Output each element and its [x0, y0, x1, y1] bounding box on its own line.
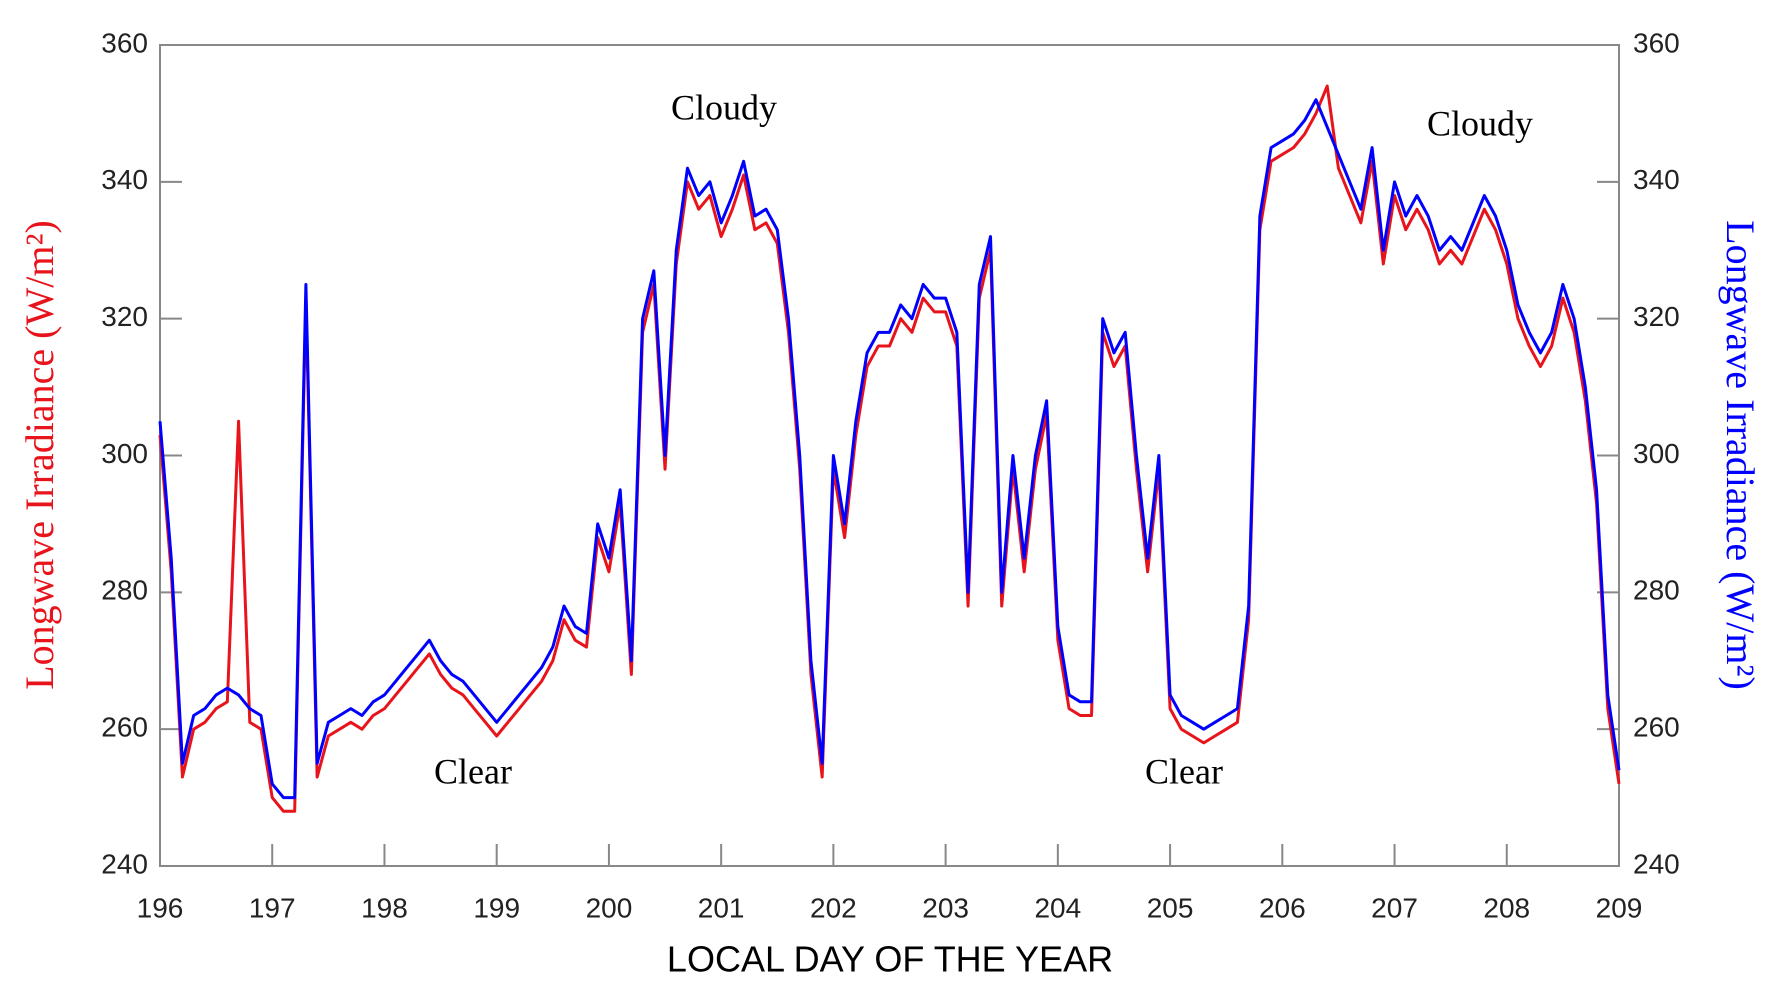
x-tick-label: 200 [586, 892, 633, 923]
y-tick-label: 240 [101, 848, 148, 879]
x-axis-label: LOCAL DAY OF THE YEAR [667, 939, 1113, 980]
x-tick-label: 208 [1483, 892, 1530, 923]
x-tick-label: 209 [1596, 892, 1643, 923]
annotation: Cloudy [1427, 103, 1533, 143]
y-tick-label: 360 [101, 27, 148, 58]
x-tick-label: 202 [810, 892, 857, 923]
x-tick-label: 204 [1034, 892, 1081, 923]
y-tick-label: 280 [101, 575, 148, 606]
y2-tick-label: 300 [1633, 438, 1680, 469]
y2-axis-label: Longwave Irradiance (W/m²) [1718, 220, 1763, 690]
x-tick-label: 203 [922, 892, 969, 923]
annotation: Cloudy [671, 87, 777, 127]
y-axis-label: Longwave Irradiance (W/m²) [17, 220, 62, 690]
y-tick-label: 260 [101, 712, 148, 743]
x-tick-label: 207 [1371, 892, 1418, 923]
y2-tick-label: 240 [1633, 848, 1680, 879]
y2-tick-label: 320 [1633, 301, 1680, 332]
x-tick-label: 198 [361, 892, 408, 923]
series-line [158, 98, 1621, 800]
y2-tick-label: 340 [1633, 164, 1680, 195]
y-tick-label: 300 [101, 438, 148, 469]
x-tick-label: 206 [1259, 892, 1306, 923]
x-tick-label: 201 [698, 892, 745, 923]
y-tick-label: 320 [101, 301, 148, 332]
y-tick-label: 340 [101, 164, 148, 195]
x-tick-label: 205 [1147, 892, 1194, 923]
x-tick-label: 197 [249, 892, 296, 923]
y2-tick-label: 280 [1633, 575, 1680, 606]
y2-tick-label: 360 [1633, 27, 1680, 58]
y2-tick-label: 260 [1633, 712, 1680, 743]
x-tick-label: 199 [473, 892, 520, 923]
x-tick-label: 196 [137, 892, 184, 923]
annotation: Clear [434, 751, 512, 791]
plot-frame [159, 44, 1620, 867]
annotation: Clear [1145, 751, 1223, 791]
